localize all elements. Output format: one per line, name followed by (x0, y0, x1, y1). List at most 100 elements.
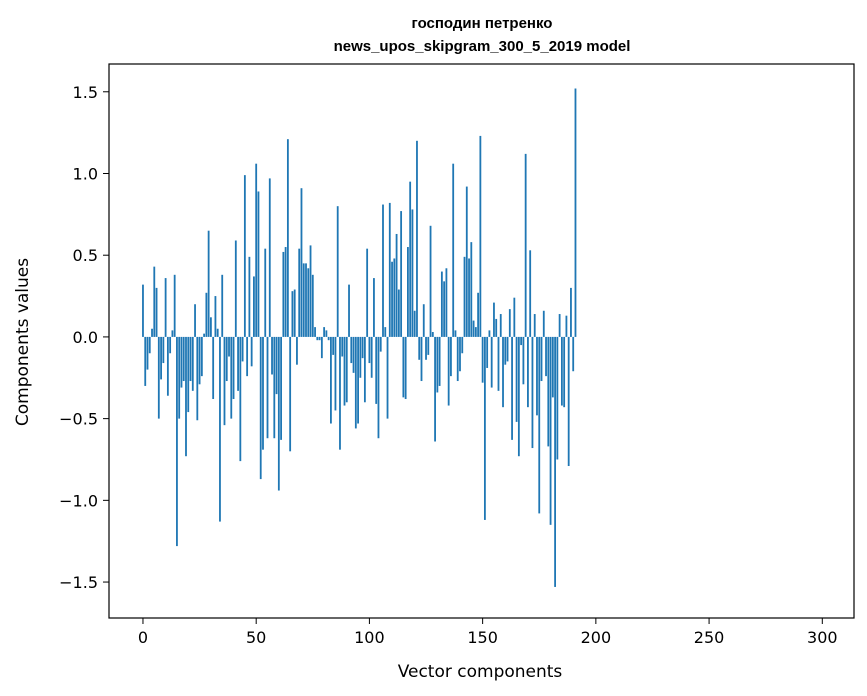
bar (191, 336, 194, 391)
plot-frame (108, 63, 855, 619)
bar (554, 336, 556, 587)
bar (468, 258, 470, 337)
bar (302, 263, 305, 337)
bar (144, 336, 147, 386)
bar (343, 336, 346, 406)
bar (377, 336, 380, 439)
bar (461, 336, 464, 354)
bar (382, 204, 384, 337)
bar (205, 292, 208, 337)
bar (440, 271, 443, 337)
bar (545, 336, 547, 377)
bar (551, 336, 554, 398)
bar (311, 274, 314, 337)
bar (504, 336, 507, 365)
bar (286, 139, 289, 337)
bar (289, 336, 292, 452)
bar (506, 336, 509, 362)
bar (155, 287, 158, 337)
bar (384, 327, 387, 337)
bar (323, 327, 326, 337)
bar (203, 333, 206, 337)
bar (452, 163, 455, 337)
bar (540, 336, 543, 382)
bar (305, 263, 307, 337)
bar (214, 296, 217, 337)
bar (293, 289, 296, 337)
x-tick-label: 250 (694, 628, 725, 647)
bar (296, 336, 298, 365)
bar (558, 314, 561, 337)
bar (520, 336, 523, 346)
bar (309, 245, 312, 337)
bar (529, 250, 532, 337)
bar (298, 248, 301, 337)
bar (572, 336, 575, 372)
bar (427, 336, 430, 355)
bar (524, 153, 527, 337)
bar (454, 330, 457, 337)
bar (318, 336, 321, 341)
bar (515, 336, 518, 422)
bar (162, 336, 165, 364)
bar (486, 336, 489, 368)
bar (345, 336, 348, 403)
bar (397, 289, 400, 337)
bar (445, 268, 448, 337)
bar (413, 310, 416, 337)
bar (388, 202, 391, 337)
y-tick-label: 1.0 (73, 164, 98, 183)
bar (284, 247, 287, 337)
bar (320, 336, 323, 359)
bar (549, 336, 552, 525)
bar (212, 336, 215, 400)
bar (359, 336, 362, 378)
bar (307, 268, 310, 337)
bar (350, 336, 353, 364)
bar (336, 206, 339, 337)
bar (522, 336, 525, 385)
bar (189, 336, 192, 382)
bar (275, 336, 278, 395)
bar (477, 292, 480, 337)
bar (488, 330, 491, 337)
bar (273, 336, 276, 439)
bar (436, 336, 439, 393)
bar (325, 330, 328, 337)
bar (517, 336, 520, 457)
bar (339, 336, 341, 450)
bar (198, 336, 201, 385)
bar (268, 178, 271, 337)
bar (479, 135, 482, 337)
bar (443, 281, 446, 337)
bar (248, 256, 251, 337)
bar (567, 336, 570, 467)
chart-title-line-2: news_upos_skipgram_300_5_2019 model (334, 38, 631, 55)
bar (332, 336, 335, 355)
bar (459, 336, 461, 372)
y-axis-label: Components values (13, 258, 33, 426)
bar (185, 336, 187, 457)
bar (483, 336, 486, 520)
bar (391, 261, 393, 337)
bar (375, 336, 378, 404)
bar (253, 276, 255, 337)
bar (223, 336, 226, 426)
bar (425, 336, 427, 360)
bar (481, 336, 484, 383)
bar (502, 336, 504, 408)
x-tick-label: 0 (138, 628, 148, 647)
bar (472, 320, 475, 337)
bar (386, 336, 389, 419)
bar (361, 336, 364, 359)
bar (431, 332, 434, 337)
bar (470, 242, 473, 337)
bar (316, 336, 319, 341)
bar (574, 88, 577, 337)
bar (160, 336, 162, 380)
bar (570, 287, 572, 337)
bar (511, 336, 513, 440)
bar (538, 336, 541, 514)
bar (257, 191, 260, 337)
